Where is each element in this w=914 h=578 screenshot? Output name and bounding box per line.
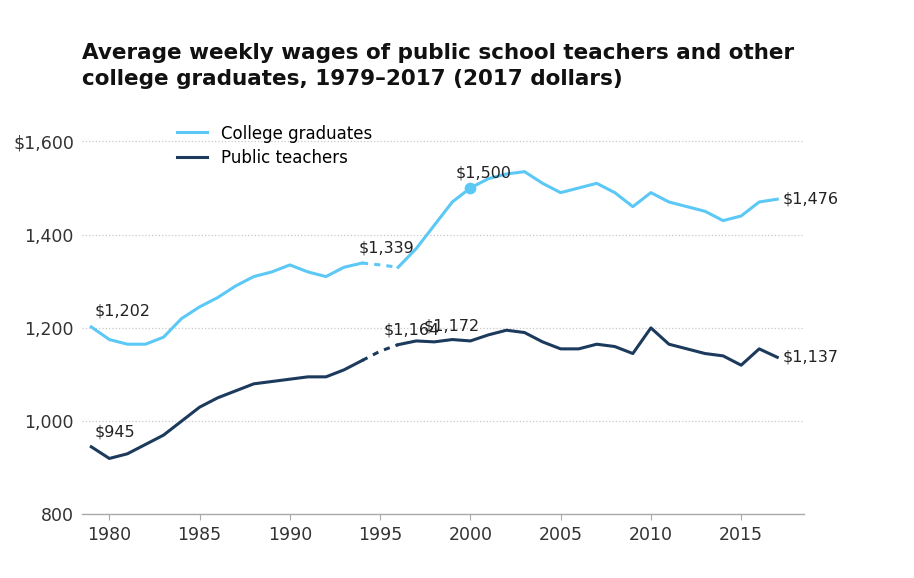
Text: $1,476: $1,476	[782, 192, 839, 207]
Point	[463, 183, 478, 192]
Text: $1,164: $1,164	[384, 322, 440, 337]
Text: $1,339: $1,339	[358, 240, 414, 255]
Text: $1,137: $1,137	[782, 350, 839, 365]
Text: $945: $945	[95, 424, 135, 439]
Text: Average weekly wages of public school teachers and other
college graduates, 1979: Average weekly wages of public school te…	[82, 43, 794, 88]
Legend: College graduates, Public teachers: College graduates, Public teachers	[177, 125, 372, 168]
Text: $1,500: $1,500	[456, 165, 512, 180]
Text: $1,202: $1,202	[95, 303, 151, 318]
Text: $1,172: $1,172	[423, 318, 480, 334]
